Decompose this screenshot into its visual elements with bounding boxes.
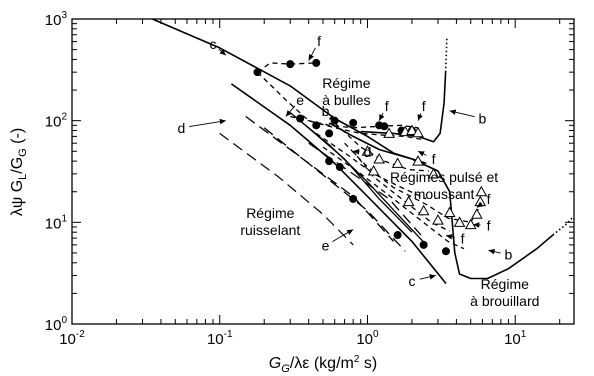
curve-label-arrowhead	[429, 274, 436, 280]
curve-label-arrowhead	[476, 201, 484, 208]
data-point-triangle	[383, 127, 395, 138]
x-axis-ticks: 10-2 10-1 100 101	[59, 19, 561, 348]
y-tick-label: 102	[45, 112, 68, 131]
data-point-triangle	[432, 214, 444, 225]
x-axis-label: GG/λε (kg/m2 s)	[269, 354, 377, 375]
x-tick-label: 100	[356, 329, 379, 348]
data-point-triangle	[361, 145, 374, 156]
curve-label-arrowhead	[308, 53, 314, 61]
curve-label-arrowhead	[219, 49, 226, 56]
y-axis-ticks: 100 101 102 103	[45, 10, 574, 334]
data-point-triangle	[406, 124, 418, 136]
series-curve-b	[328, 122, 554, 280]
curve-label-d: d	[177, 120, 185, 136]
data-point-circle	[312, 58, 321, 67]
data-point-triangle	[453, 216, 466, 227]
data-point-triangle	[412, 126, 424, 138]
data-point-triangle	[427, 167, 440, 179]
marker-layer	[253, 58, 488, 256]
curve-label-e: e	[322, 238, 330, 254]
data-point-circle	[335, 163, 344, 172]
regime-a-bulles-label: Régime à bulles	[322, 75, 370, 108]
curve-label-arrowhead	[473, 222, 480, 228]
curve-label-arrowhead	[285, 110, 292, 117]
curve-label-f: f	[432, 151, 436, 167]
curve-label-c: c	[408, 273, 415, 289]
curve-label-b: b	[479, 111, 487, 127]
data-point-triangle	[412, 155, 424, 166]
curve-label-f: f	[385, 98, 389, 114]
series-curve-f	[322, 146, 465, 250]
series-curve-f	[257, 62, 317, 73]
data-point-triangle	[417, 204, 430, 216]
y-axis-label: λψ GL/GG (-)	[9, 128, 29, 216]
y-tick-label: 100	[45, 315, 68, 334]
curve-label-arrowhead	[219, 118, 226, 125]
curve-label-arrow	[189, 120, 226, 128]
y-tick-label: 101	[45, 213, 68, 232]
series-curve-f	[256, 71, 424, 141]
curve-label-arrowhead	[346, 229, 354, 235]
data-point-circle	[349, 194, 358, 203]
curve-label-f: f	[461, 231, 465, 247]
data-point-triangle	[391, 157, 404, 168]
series-curve-c	[230, 83, 447, 285]
regime-pulse-moussant-label: Régimes pulsé et moussant	[390, 169, 498, 202]
regime-a-brouillard-label: Régime à brouillard	[470, 276, 539, 309]
regime-ruisselant-label: Régime ruisselant	[240, 205, 300, 238]
curve-label-d: d	[364, 144, 372, 160]
series-curve-b	[360, 72, 447, 143]
data-point-circle	[286, 60, 295, 69]
series-curve-e	[308, 142, 422, 236]
series-curve-f	[352, 150, 450, 232]
series-curve-b	[552, 215, 575, 236]
data-point-circle	[296, 114, 305, 123]
curve-label-arrowhead	[417, 114, 423, 121]
y-tick-label: 103	[45, 10, 68, 29]
data-point-circle	[441, 247, 450, 256]
data-point-circle	[419, 240, 428, 249]
data-point-circle	[325, 157, 334, 166]
data-point-circle	[253, 68, 262, 77]
curve-label-f: f	[317, 33, 321, 49]
data-point-circle	[380, 122, 389, 131]
curve-label-arrowhead	[328, 115, 335, 122]
curve-label-f: f	[422, 98, 426, 114]
curve-label-arrowhead	[418, 151, 425, 157]
x-tick-label: 10-1	[207, 329, 233, 348]
data-point-triangle	[443, 206, 456, 217]
curve-label-b: b	[322, 103, 330, 119]
data-point-circle	[312, 121, 321, 130]
curve-label-arrowhead	[488, 248, 496, 255]
data-point-circle	[393, 231, 402, 240]
data-point-triangle	[475, 185, 488, 197]
data-point-triangle	[471, 208, 483, 219]
data-point-triangle	[373, 152, 386, 164]
curve-label-arrowhead	[445, 233, 453, 240]
series-curve-e	[245, 115, 394, 242]
series-curve-b	[444, 37, 448, 73]
curve-label-f: f	[487, 218, 491, 234]
series-curve-d	[219, 132, 354, 246]
curve-label-arrowhead	[379, 114, 385, 121]
curve-label-f: f	[487, 191, 491, 207]
data-point-triangle	[367, 164, 380, 176]
curve-label-c: c	[209, 36, 216, 52]
curve-label-b: b	[505, 247, 513, 263]
x-tick-label: 10-2	[59, 329, 85, 348]
series-curve-c	[152, 18, 427, 165]
data-point-circle	[349, 118, 358, 127]
x-tick-label: 101	[504, 329, 527, 348]
curve-label-arrowhead	[449, 109, 457, 115]
data-point-circle	[325, 129, 334, 138]
series-curve-f	[315, 132, 427, 200]
data-point-triangle	[402, 195, 415, 207]
series-curve-e	[263, 127, 406, 252]
curve-label-arrowhead	[353, 148, 360, 155]
series-curve-a	[299, 120, 413, 233]
data-point-triangle	[464, 218, 477, 230]
curve-label-e: e	[296, 92, 304, 108]
